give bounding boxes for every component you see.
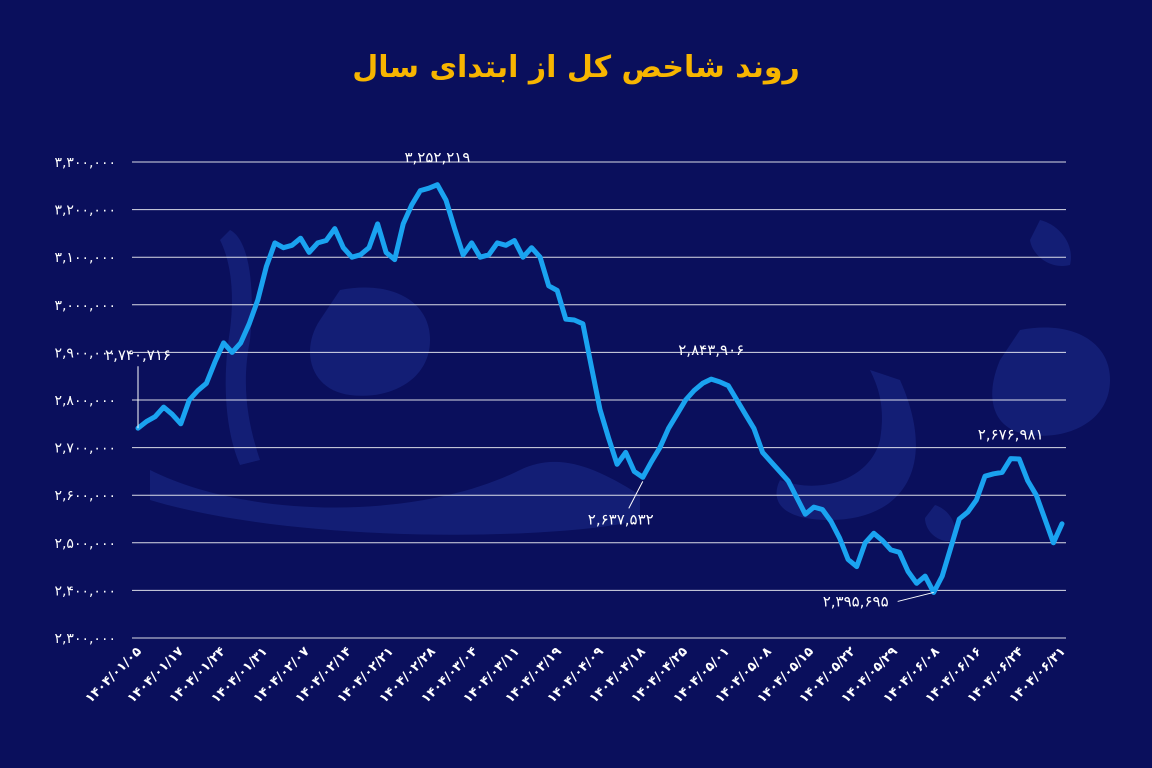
data-label: ۳,۲۵۲,۲۱۹ [404,149,470,167]
y-tick-label: ۲,۶۰۰,۰۰۰ [54,488,116,504]
y-tick-label: ۲,۸۰۰,۰۰۰ [54,393,116,409]
y-tick-label: ۳,۳۰۰,۰۰۰ [54,155,116,171]
annotation-leader [897,591,934,602]
data-label: ۲,۳۹۵,۶۹۵ [823,592,889,610]
y-tick-label: ۲,۴۰۰,۰۰۰ [54,583,116,599]
y-tick-label: ۳,۲۰۰,۰۰۰ [54,203,116,219]
series-line [135,182,1065,595]
y-tick-label: ۲,۹۰۰,۰۰۰ [54,345,116,361]
chart-title: روند شاخص کل از ابتدای سال [352,50,800,85]
y-tick-label: ۲,۵۰۰,۰۰۰ [54,536,116,552]
y-tick-label: ۳,۰۰۰,۰۰۰ [54,298,116,314]
data-label: ۲,۸۴۳,۹۰۶ [678,341,744,359]
data-label: ۲,۶۷۶,۹۸۱ [978,426,1044,444]
data-label: ۲,۶۳۷,۵۳۲ [588,510,654,528]
annotation-leader [628,481,644,509]
y-tick-label: ۲,۷۰۰,۰۰۰ [54,441,116,457]
data-label: ۲,۷۴۰,۷۱۶ [105,346,171,364]
watermark-logo [150,220,1110,542]
y-tick-label: ۳,۱۰۰,۰۰۰ [54,250,116,266]
y-tick-label: ۲,۳۰۰,۰۰۰ [54,631,116,647]
